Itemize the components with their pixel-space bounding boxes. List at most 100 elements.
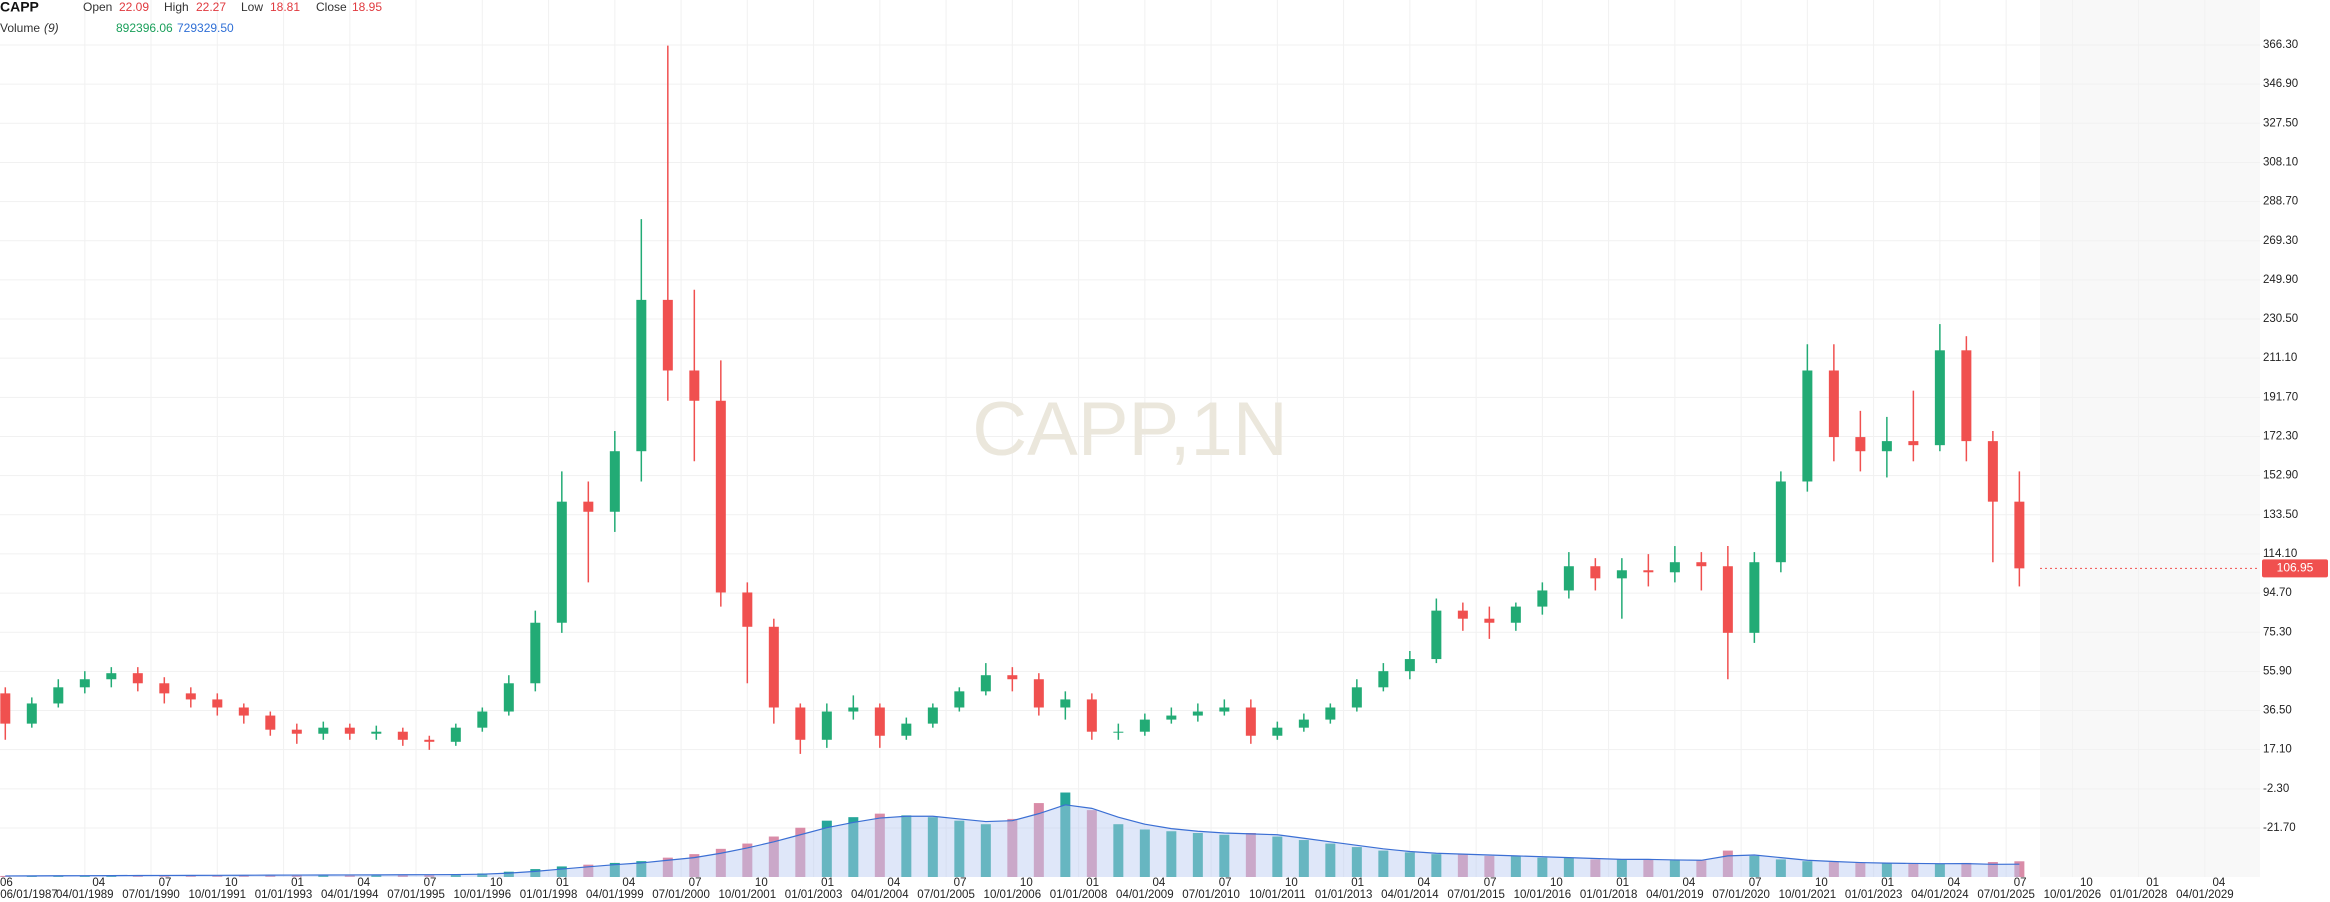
candle-body [424, 739, 435, 742]
volume-bar [609, 862, 620, 877]
y-tick-label: 308.10 [2263, 156, 2298, 168]
candle-body [1696, 562, 1707, 567]
candle-body [1192, 711, 1203, 716]
volume-bar [662, 857, 673, 877]
candle-body [1775, 481, 1786, 563]
volume-bar [768, 836, 779, 877]
x-tick-top-label: 04 [1682, 877, 1695, 889]
volume-bar [450, 874, 461, 877]
x-tick-top-label: 01 [1351, 877, 1364, 889]
x-tick-label: 04/01/1999 [586, 889, 644, 901]
candle-body [1166, 715, 1177, 720]
candle-body [530, 622, 541, 684]
volume-bar [1961, 862, 1972, 877]
y-tick-label: -2.30 [2263, 783, 2289, 795]
candle-body [1722, 566, 1733, 633]
watermark: CAPP,1N [972, 387, 1287, 472]
candle-body [1457, 610, 1468, 619]
volume-bar [1749, 855, 1760, 877]
candle-body [742, 592, 753, 627]
candle-body [397, 731, 408, 740]
y-tick-label: 211.10 [2263, 352, 2297, 364]
volume-bar [1404, 852, 1415, 877]
y-tick-label: 269.30 [2263, 235, 2298, 247]
volume-bar [1060, 792, 1071, 877]
x-tick-top-label: 07 [1484, 877, 1497, 889]
x-tick-top-label: 04 [357, 877, 370, 889]
x-tick-top-label: 10 [1285, 877, 1298, 889]
open-value: 22.09 [119, 0, 149, 14]
x-tick-label: 04/01/2014 [1381, 889, 1439, 901]
volume-bar [715, 848, 726, 877]
y-tick-label: 230.50 [2263, 313, 2298, 325]
volume-bar [344, 874, 355, 877]
volume-bar [795, 827, 806, 877]
candle-body [1431, 610, 1442, 660]
volume-bar [1219, 834, 1230, 877]
volume-bar [1245, 833, 1256, 877]
candle-body [212, 699, 223, 708]
volume-bar [1325, 843, 1336, 877]
candle-body [1749, 562, 1760, 633]
volume-bar [1431, 854, 1442, 877]
volume-bar [1616, 859, 1627, 877]
volume-bar [530, 869, 541, 877]
candle-body [1643, 570, 1654, 573]
x-tick-top-label: 07 [2014, 877, 2027, 889]
x-tick-label: 04/01/2009 [1116, 889, 1174, 901]
y-tick-label: 55.90 [2263, 665, 2292, 677]
volume-bar [106, 875, 117, 877]
candle-body [132, 673, 143, 684]
candle-body [1404, 659, 1415, 672]
x-tick-top-label: 01 [2146, 877, 2159, 889]
y-tick-label: 366.30 [2263, 39, 2298, 51]
volume-bar [556, 866, 567, 877]
volume-bar [238, 875, 249, 877]
x-tick-label: 07/01/2005 [917, 889, 975, 901]
candle-body [1934, 350, 1945, 446]
candle-body [1590, 566, 1601, 579]
volume-bar [689, 854, 700, 877]
axes: 366.30 346.90 327.50 308.10 288.70 269.30 249.… [0, 39, 2328, 901]
volume-bar [636, 861, 647, 877]
y-tick-label: -21.70 [2263, 822, 2296, 834]
volume-ma-value: 729329.50 [177, 21, 234, 35]
y-tick-label: 75.30 [2263, 626, 2292, 638]
candles [0, 45, 2025, 754]
x-tick-label: 07/01/2020 [1712, 889, 1770, 901]
close-value: 18.95 [352, 0, 382, 14]
candle-body [1060, 699, 1071, 708]
volume-bar [1563, 857, 1574, 877]
candle-body [1855, 437, 1866, 452]
x-tick-label: 10/01/2006 [984, 889, 1042, 901]
x-tick-label: 01/01/2008 [1050, 889, 1108, 901]
y-tick-label: 327.50 [2263, 117, 2298, 129]
x-tick-top-label: 01 [1616, 877, 1629, 889]
x-tick-top-label: 10 [1550, 877, 1563, 889]
candle-body [1881, 441, 1892, 452]
volume-bar [79, 875, 90, 877]
symbol: CAPP [0, 0, 39, 15]
candle-body [662, 299, 673, 371]
candle-body [106, 673, 117, 680]
candle-body [1245, 707, 1256, 736]
candle-body [1139, 719, 1150, 732]
x-tick-top-label: 10 [490, 877, 503, 889]
x-tick-label: 01/01/2013 [1315, 889, 1373, 901]
x-tick-label: 01/01/2028 [2110, 889, 2168, 901]
volume-bar [821, 820, 832, 877]
volume-bar [1669, 860, 1680, 877]
x-tick-top-label: 07 [689, 877, 702, 889]
candle-body [477, 711, 488, 728]
candle-body [795, 707, 806, 740]
x-tick-label: 10/01/1996 [454, 889, 512, 901]
candle-body [1802, 370, 1813, 482]
x-tick-label: 01/01/1993 [255, 889, 313, 901]
x-tick-label: 07/01/2000 [652, 889, 710, 901]
volume-bar [1033, 803, 1044, 877]
candle-body [609, 451, 620, 512]
volume-bar [503, 871, 514, 877]
x-tick-top-label: 01 [1881, 877, 1894, 889]
candle-body [53, 687, 64, 704]
